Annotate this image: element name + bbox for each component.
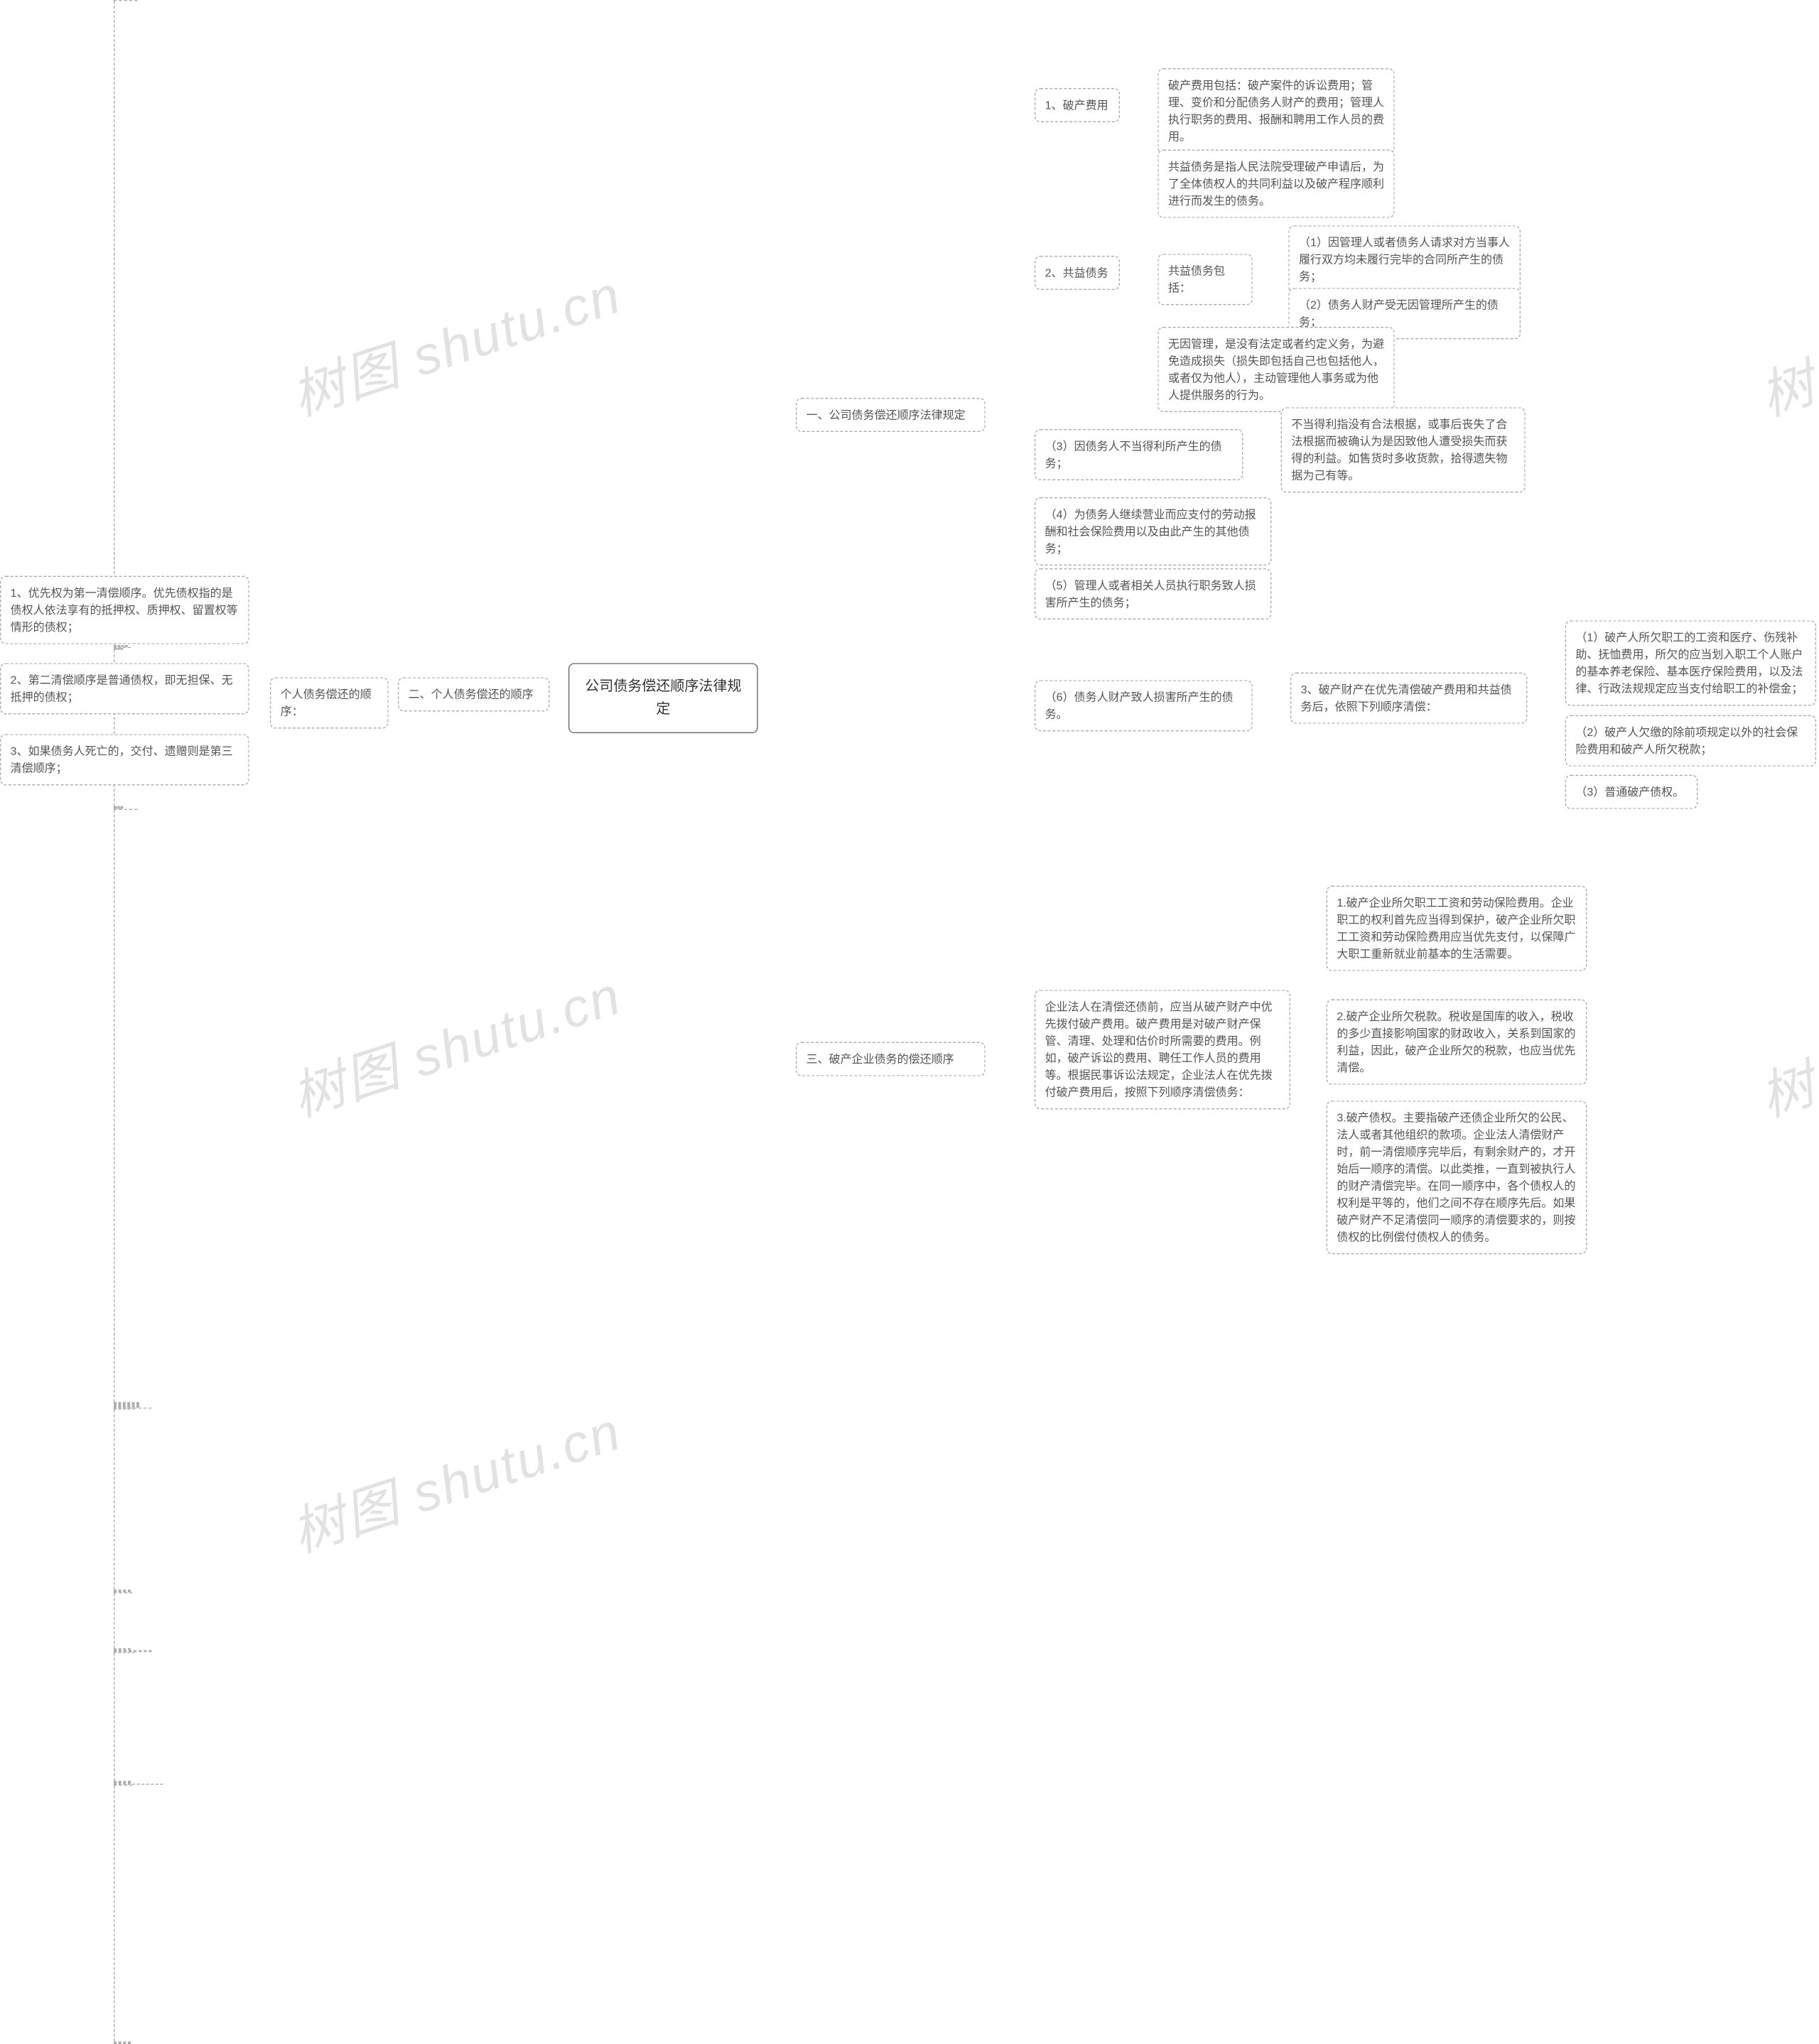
- s1-item-3-desc: 不当得利指没有合法根据，或事后丧失了合法根据而被确认为是因致他人遭受损失而获得的…: [1281, 407, 1526, 492]
- connector: [114, 1592, 133, 1593]
- s1-item-6a: 3、破产财产在优先清偿破产费用和共益债务后，依照下列顺序清偿：: [1290, 673, 1527, 724]
- s1-item-1-desc: 破产费用包括：破产案件的诉讼费用；管理、变价和分配债务人财产的费用；管理人执行职…: [1157, 68, 1394, 153]
- s1-item-2: 2、共益债务: [1035, 256, 1120, 290]
- s1-item-6a1: （1）破产人所欠职工的工资和医疗、伤残补助、抚恤费用，所欠的应当划入职工个人账户…: [1565, 620, 1816, 705]
- left-item-2: 2、第二清偿顺序是普通债权，即无担保、无抵押的债权；: [0, 663, 249, 714]
- s1-item-6a2: （2）破产人欠缴的除前项规定以外的社会保险费用和破产人所欠税款；: [1565, 715, 1816, 767]
- s3-item-2: 2.破产企业所欠税款。税收是国库的收入，税收的多少直接影响国家的财政收入，关系到…: [1327, 1000, 1587, 1085]
- watermark: 树图 shutu.cn: [1749, 252, 1819, 431]
- connector: [114, 1652, 134, 1653]
- s1-item-2c: 无因管理，是没有法定或者约定义务，为避免造成损失（损失即包括自己也包括他人，或者…: [1157, 327, 1394, 412]
- s1-item-2b1: （1）因管理人或者债务人请求对方当事人履行双方均未履行完毕的合同所产生的债务；: [1288, 225, 1521, 293]
- s1-item-3: （3）因债务人不当得利所产生的债务；: [1035, 429, 1243, 480]
- s1-item-1: 1、破产费用: [1035, 88, 1120, 122]
- left-item-1: 1、优先权为第一清偿顺序。优先债权指的是债权人依法享有的抵押权、质押权、留置权等…: [0, 576, 249, 644]
- section-2-intro: 个人债务偿还的顺序：: [270, 677, 389, 728]
- connector: [114, 809, 137, 810]
- section-3: 三、破产企业债务的偿还顺序: [796, 1042, 986, 1076]
- s1-item-6: （6）债务人财产致人损害所产生的债务。: [1035, 680, 1253, 731]
- connector: [114, 1409, 134, 1410]
- watermark: 树图 shutu.cn: [281, 252, 630, 431]
- root-node: 公司债务偿还顺序法律规定: [568, 663, 758, 733]
- left-item-3: 3、如果债务人死亡的，交付、遗赠则是第三清偿顺序；: [0, 734, 249, 785]
- s1-item-2b: 共益债务包括：: [1157, 254, 1252, 305]
- watermark: 树图 shutu.cn: [281, 1389, 630, 1568]
- s1-item-4: （4）为债务人继续营业而应支付的劳动报酬和社会保险费用以及由此产生的其他债务；: [1035, 497, 1271, 566]
- section-2: 二、个人债务偿还的顺序: [398, 677, 549, 711]
- s3-desc: 企业法人在清偿还债前，应当从破产财产中优先拨付破产费用。破产费用是对破产财产保管…: [1035, 990, 1290, 1109]
- s3-item-3: 3.破产债权。主要指破产还债企业所欠的公民、法人或者其他组织的款项。企业法人清偿…: [1327, 1101, 1587, 1254]
- s1-item-2a: 共益债务是指人民法院受理破产申请后，为了全体债权人的共同利益以及破产程序顺利进行…: [1157, 150, 1394, 218]
- connector: [114, 0, 137, 1]
- s3-item-1: 1.破产企业所欠职工工资和劳动保险费用。企业职工的权利首先应当得到保护，破产企业…: [1327, 886, 1587, 971]
- watermark: 树图 shutu.cn: [281, 953, 630, 1132]
- s1-item-6a3: （3）普通破产债权。: [1565, 775, 1698, 809]
- s1-item-5: （5）管理人或者相关人员执行职务致人损害所产生的债务；: [1035, 568, 1271, 620]
- section-1: 一、公司债务偿还顺序法律规定: [796, 398, 986, 432]
- watermark: 树图 shutu.cn: [1749, 953, 1819, 1132]
